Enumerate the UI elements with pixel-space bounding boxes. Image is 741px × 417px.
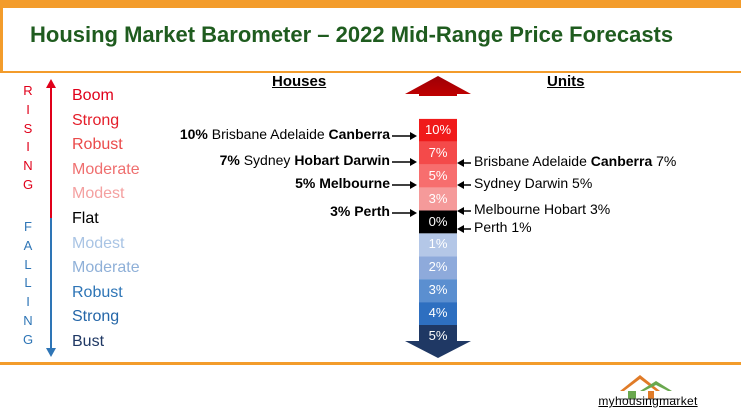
forecast-text-part: Sydney	[239, 152, 295, 168]
barometer-top-arrow	[405, 76, 471, 96]
scale-label: Bust	[72, 332, 105, 350]
barometer-cell-label: 5%	[428, 167, 448, 183]
units-forecast-label: Melbourne Hobart 3%	[474, 201, 610, 217]
rising-letter: R	[23, 83, 33, 98]
barometer-cell-label: 3%	[428, 190, 448, 206]
forecast-text-part: 7%	[652, 153, 677, 169]
barometer-cell-label: 4%	[428, 305, 448, 321]
forecast-text-part: Canberra	[328, 126, 390, 142]
barometer-cell	[419, 164, 457, 188]
barometer-cell-label: 15%	[424, 96, 452, 111]
houses-pointer-arrow-icon	[392, 132, 417, 140]
forecast-text-part: Brisbane Adelaide	[474, 153, 591, 169]
scale-label: Flat	[72, 209, 99, 227]
units-pointer-arrow-icon	[457, 159, 471, 167]
falling-letter: L	[24, 256, 32, 272]
forecast-text-part: 10%	[179, 126, 208, 142]
barometer-cell-label: 1%	[428, 236, 448, 252]
houses-forecast-label: 5% Melbourne	[295, 175, 390, 191]
barometer-cell-label: 0%	[428, 213, 448, 229]
falling-letter: A	[23, 237, 33, 253]
scale-label: Moderate	[72, 160, 140, 178]
houses-pointer-arrow-icon	[392, 181, 417, 189]
units-forecast-label: Perth 1%	[474, 219, 532, 235]
forecast-text-part: Perth 1%	[474, 219, 532, 235]
barometer-cell-label: 7%	[428, 144, 448, 160]
units-forecast-label: Sydney Darwin 5%	[474, 175, 592, 191]
units-forecast-label: Brisbane Adelaide Canberra 7%	[474, 153, 676, 169]
scale-label: Moderate	[72, 259, 140, 277]
barometer-bottom-arrow	[405, 338, 471, 358]
scale-arrow-icon	[46, 79, 56, 357]
units-heading: Units	[547, 73, 585, 90]
scale-arrow-down-head	[46, 348, 56, 357]
houses-heading: Houses	[272, 73, 327, 90]
barometer-cell-label: 2%	[428, 259, 448, 275]
falling-letter: F	[24, 219, 32, 234]
falling-letter: G	[22, 331, 34, 347]
barometer-cell-label: 3%	[428, 282, 448, 298]
scale-label: Boom	[72, 87, 114, 104]
barometer-cell	[419, 302, 457, 325]
logo-text: myhousingmarket	[598, 394, 698, 408]
falling-letter: L	[24, 275, 32, 291]
forecast-text-part: Sydney Darwin 5%	[474, 175, 593, 191]
barometer-cell	[419, 210, 457, 234]
scale-label: Strong	[72, 308, 120, 326]
title-divider	[0, 71, 741, 73]
falling-letter: N	[23, 312, 33, 328]
scale-label: Robust	[72, 283, 123, 301]
forecast-text-part: Canberra	[590, 153, 653, 169]
scale-label-list: Boom Strong Robust Moderate Modest Flat Modest…	[72, 84, 140, 355]
rising-letter: N	[23, 158, 33, 174]
houses-pointer-arrow-icon	[392, 209, 417, 217]
forecast-text-part: Hobart Darwin	[294, 152, 390, 168]
units-pointer-arrow-icon	[457, 207, 471, 215]
scale-label: Strong	[72, 111, 120, 129]
houses-forecast-label: 7% Sydney Hobart Darwin	[220, 152, 390, 168]
barometer-cell	[419, 141, 457, 165]
barometer-column	[405, 76, 471, 358]
frame-left-bar	[0, 0, 3, 72]
house-logo-icon	[618, 375, 678, 400]
scale-label: Modest	[72, 185, 125, 203]
rising-letter: S	[23, 120, 33, 136]
bottom-divider	[0, 362, 741, 365]
scale-label: Robust	[72, 136, 123, 154]
barometer-cell	[419, 279, 457, 303]
scale-label: Modest	[72, 234, 125, 252]
rising-letter: G	[22, 176, 34, 192]
barometer-cell	[419, 187, 457, 211]
rising-letter: I	[26, 101, 30, 117]
barometer-cell	[419, 118, 457, 142]
houses-forecast-label: 10% Brisbane Adelaide Canberra	[180, 126, 390, 142]
barometer-cell-label: 10%	[424, 121, 452, 137]
houses-pointer-arrow-icon	[392, 158, 417, 166]
units-pointer-arrow-icon	[457, 181, 471, 189]
units-pointer-arrow-icon	[457, 225, 471, 233]
forecast-text-part: 5% Melbourne	[295, 175, 390, 191]
barometer-cell	[419, 233, 457, 257]
frame-top-bar	[0, 0, 741, 8]
falling-letter: I	[26, 294, 30, 310]
page-title: Housing Market Barometer – 2022 Mid-Rang…	[30, 22, 674, 47]
barometer-cell-label: 5%	[428, 328, 448, 343]
forecast-text-part: Melbourne Hobart 3%	[474, 201, 611, 217]
scale-arrow-up-head	[46, 79, 56, 88]
forecast-text-part: 7%	[219, 152, 240, 168]
houses-forecast-label: 3% Perth	[330, 203, 390, 219]
rising-letter: I	[26, 139, 30, 155]
forecast-text-part: Brisbane Adelaide	[207, 126, 329, 142]
barometer-cell	[419, 256, 457, 280]
forecast-text-part: 3% Perth	[330, 203, 390, 219]
